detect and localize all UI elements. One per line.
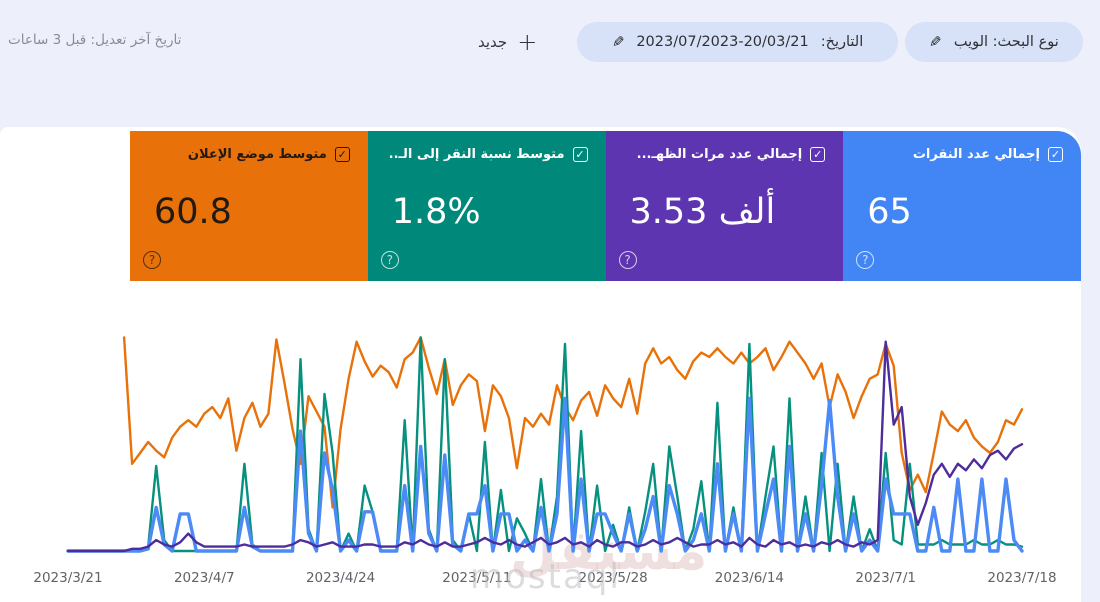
x-axis-label: 2023/3/21 xyxy=(33,570,103,586)
metric-label: إجمالي عدد النقرات xyxy=(912,147,1040,162)
x-axis-label: 2023/7/18 xyxy=(987,570,1057,586)
checkbox-checked-icon[interactable] xyxy=(572,147,588,162)
checkbox-checked-icon[interactable] xyxy=(810,147,826,162)
checkbox-checked-icon[interactable] xyxy=(1048,147,1063,162)
checkbox-checked-icon[interactable] xyxy=(334,147,350,162)
help-icon[interactable] xyxy=(380,251,399,269)
metric-label: متوسط موضع الإعلان xyxy=(187,147,327,162)
new-filter-button[interactable]: جديد xyxy=(478,26,537,58)
metric-label: متوسط نسبة النقر إلى الـ.. xyxy=(388,147,565,162)
chart-line-impressions xyxy=(66,340,1024,553)
edit-pencil-icon[interactable] xyxy=(612,33,625,51)
x-axis-label: 2023/4/7 xyxy=(173,570,235,586)
metric-label: إجمالي عدد مرات الظهـ... xyxy=(636,147,803,162)
help-icon[interactable] xyxy=(618,251,637,269)
metric-value: 65 xyxy=(867,192,912,232)
metric-card-position[interactable]: متوسط موضع الإعلان 60.8 xyxy=(130,131,368,281)
x-axis: 2023/3/21 2023/4/7 2023/4/24 2023/5/11 2023/… xyxy=(0,570,1081,592)
metric-card-impressions[interactable]: إجمالي عدد مرات الظهـ... 3.53 ألف xyxy=(605,131,844,281)
help-icon[interactable] xyxy=(856,251,875,269)
metric-card-ctr[interactable]: متوسط نسبة النقر إلى الـ.. 1.8% xyxy=(367,131,606,281)
performance-line-chart xyxy=(66,336,1024,553)
help-icon[interactable] xyxy=(143,251,161,269)
metric-cards-row: إجمالي عدد النقرات 65 إجمالي عدد مرات ال… xyxy=(130,131,1081,281)
metric-value: 3.53 ألف xyxy=(629,192,776,232)
performance-panel: إجمالي عدد النقرات 65 إجمالي عدد مرات ال… xyxy=(0,127,1081,602)
chart-line-clicks xyxy=(66,396,1024,553)
date-range-filter-chip[interactable]: التاريخ: 2023/07/2023-20/03/21 xyxy=(577,22,898,62)
search-type-label: نوع البحث: الويب xyxy=(953,34,1059,50)
x-axis-label: 2023/5/28 xyxy=(578,570,648,586)
date-range-label: التاريخ: xyxy=(820,34,864,50)
search-type-filter-chip[interactable]: نوع البحث: الويب xyxy=(905,22,1083,62)
x-axis-label: 2023/5/11 xyxy=(442,570,512,586)
filter-bar: نوع البحث: الويب التاريخ: 2023/07/2023-2… xyxy=(0,0,1100,127)
metric-value: 1.8% xyxy=(391,192,481,232)
x-axis-label: 2023/7/1 xyxy=(855,570,917,586)
new-filter-label: جديد xyxy=(478,33,508,51)
last-edit-timestamp: تاريخ آخر تعديل: قبل 3 ساعات xyxy=(8,32,182,48)
metric-value: 60.8 xyxy=(154,192,232,232)
date-range-value: 2023/07/2023-20/03/21 xyxy=(636,34,809,50)
edit-pencil-icon[interactable] xyxy=(929,33,942,51)
chart-line-position xyxy=(122,336,1024,509)
x-axis-label: 2023/6/14 xyxy=(714,570,785,586)
metric-card-clicks[interactable]: إجمالي عدد النقرات 65 xyxy=(843,131,1081,281)
plus-icon xyxy=(517,30,537,54)
x-axis-label: 2023/4/24 xyxy=(305,570,376,586)
